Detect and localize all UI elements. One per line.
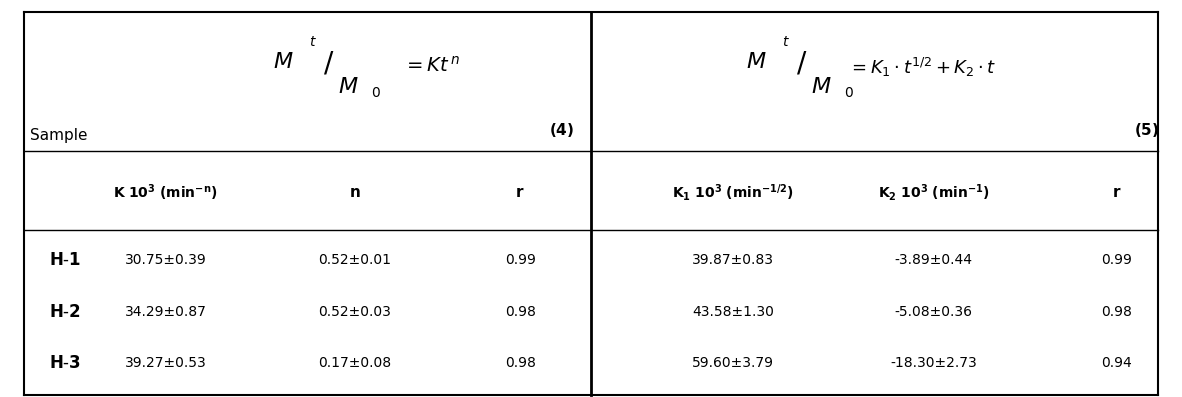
Text: -3.89±0.44: -3.89±0.44: [895, 253, 973, 267]
Text: -18.30±2.73: -18.30±2.73: [890, 356, 978, 370]
Text: $\mathit{M}$: $\mathit{M}$: [273, 52, 294, 71]
Text: $\mathit{t}$: $\mathit{t}$: [782, 35, 790, 49]
Text: $\mathit{M}$: $\mathit{M}$: [746, 52, 767, 71]
Text: 39.27±0.53: 39.27±0.53: [124, 356, 207, 370]
Text: 30.75±0.39: 30.75±0.39: [124, 253, 207, 267]
Text: $\mathbf{(4)}$: $\mathbf{(4)}$: [548, 121, 574, 139]
Text: 34.29±0.87: 34.29±0.87: [124, 304, 207, 319]
Text: $\mathbf{H\text{-}1}$: $\mathbf{H\text{-}1}$: [48, 251, 82, 269]
Text: $\mathit{M}$: $\mathit{M}$: [811, 77, 832, 97]
Text: Sample: Sample: [30, 128, 87, 143]
Text: $\mathbf{(5)}$: $\mathbf{(5)}$: [1134, 121, 1160, 139]
Text: $\mathbf{n}$: $\mathbf{n}$: [349, 185, 361, 200]
Text: $\mathbf{K_1}\ \mathbf{10^3}\ \mathbf{(min^{-1/2})}$: $\mathbf{K_1}\ \mathbf{10^3}\ \mathbf{(m…: [673, 182, 793, 203]
Text: 43.58±1.30: 43.58±1.30: [691, 304, 774, 319]
Text: 0.99: 0.99: [505, 253, 535, 267]
Text: 0.98: 0.98: [1102, 304, 1132, 319]
Text: $\mathit{0}$: $\mathit{0}$: [844, 86, 853, 100]
Text: 0.52±0.03: 0.52±0.03: [318, 304, 391, 319]
Text: 0.98: 0.98: [505, 304, 535, 319]
Text: 0.52±0.01: 0.52±0.01: [318, 253, 391, 267]
Text: $= \mathit{K}_1 \cdot t^{1/2} + \mathit{K}_2 \cdot t$: $= \mathit{K}_1 \cdot t^{1/2} + \mathit{…: [847, 56, 996, 79]
Text: 0.98: 0.98: [505, 356, 535, 370]
Text: 0.99: 0.99: [1102, 253, 1132, 267]
Text: $\mathbf{H\text{-}2}$: $\mathbf{H\text{-}2}$: [48, 303, 82, 321]
Text: $= \mathit{K} t^{\,n}$: $= \mathit{K} t^{\,n}$: [403, 56, 460, 75]
Text: $\mathbf{K}\ \mathbf{10^3}\ \mathbf{(min^{-n})}$: $\mathbf{K}\ \mathbf{10^3}\ \mathbf{(min…: [113, 182, 217, 203]
Text: $/$: $/$: [795, 50, 807, 77]
Text: $\mathit{M}$: $\mathit{M}$: [338, 77, 359, 97]
Text: 0.94: 0.94: [1102, 356, 1132, 370]
Text: $/$: $/$: [323, 50, 335, 77]
Text: $\mathit{0}$: $\mathit{0}$: [371, 86, 381, 100]
Text: -5.08±0.36: -5.08±0.36: [895, 304, 973, 319]
Text: $\mathbf{r}$: $\mathbf{r}$: [515, 185, 525, 200]
Text: $\mathbf{r}$: $\mathbf{r}$: [1112, 185, 1122, 200]
Text: $\mathbf{H\text{-}3}$: $\mathbf{H\text{-}3}$: [48, 354, 82, 372]
Text: 0.17±0.08: 0.17±0.08: [318, 356, 391, 370]
Text: $\mathit{t}$: $\mathit{t}$: [310, 35, 317, 49]
Text: 59.60±3.79: 59.60±3.79: [691, 356, 774, 370]
Text: 39.87±0.83: 39.87±0.83: [691, 253, 774, 267]
Text: $\mathbf{K_2}\ \mathbf{10^3}\ \mathbf{(min^{-1})}$: $\mathbf{K_2}\ \mathbf{10^3}\ \mathbf{(m…: [878, 182, 989, 203]
